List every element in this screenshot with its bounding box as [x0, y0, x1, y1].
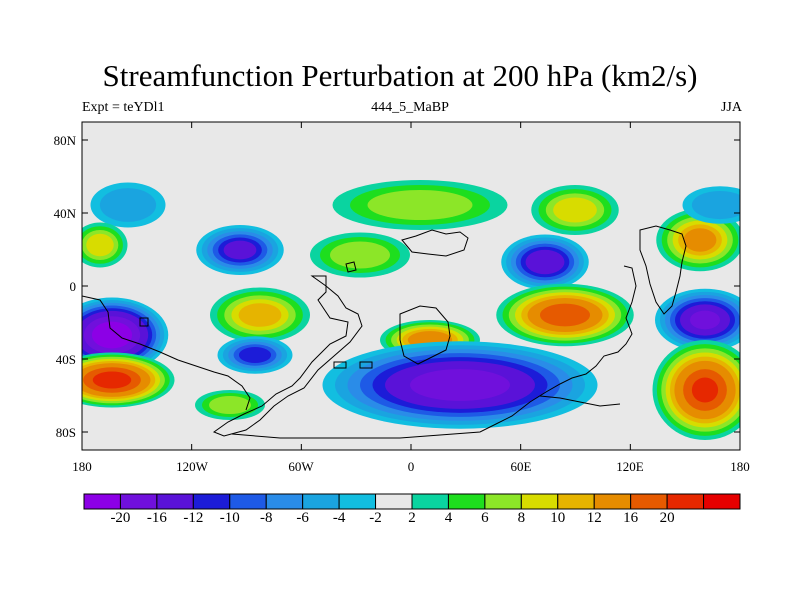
field-contour-14-6 [410, 369, 510, 401]
coastline-africa [399, 305, 451, 365]
colorbar-label-8: 2 [408, 510, 416, 526]
colorbar-box-17 [703, 493, 741, 510]
colorbar-label-1: -16 [146, 510, 167, 526]
colorbar-label-6: -4 [332, 510, 346, 526]
field-contour-7-2 [209, 396, 251, 414]
colorbar-label-11: 8 [517, 510, 526, 526]
streamfunction-field [82, 180, 740, 440]
field-contour-0-7 [91, 321, 133, 349]
colorbar-box-8 [375, 493, 413, 510]
field-contour-17-7 [691, 377, 719, 403]
y-tick-80n: 80N [53, 133, 76, 148]
map-title: Streamfunction Perturbation at 200 hPa (… [102, 58, 698, 93]
field-contour-10-5 [525, 249, 565, 275]
y-tick-40s: 40S [55, 352, 76, 367]
axis-ticks [81, 122, 741, 450]
colorbar-label-4: -8 [259, 510, 273, 526]
field-contour-18-1 [691, 190, 740, 220]
colorbar-box-1 [119, 493, 158, 510]
coastline-eastern-pacific [231, 265, 637, 439]
colorbar-box-9 [411, 493, 449, 510]
field-contour-16-6 [690, 310, 720, 330]
colorbar-box-5 [265, 493, 304, 510]
colorbar-box-6 [302, 493, 340, 510]
field-contour-8-2 [367, 190, 473, 220]
colorbar-box-2 [156, 493, 194, 510]
x-tick-120w: 120W [176, 459, 208, 474]
x-tick-120e: 120E [616, 459, 644, 474]
coastline-europe-asia [401, 229, 469, 257]
coastline-west [82, 295, 251, 411]
run-label: 444_5_MaBP [371, 100, 449, 115]
colorbar-label-7: -2 [369, 510, 382, 526]
field-contour-9-3 [553, 197, 597, 223]
coastlines [82, 225, 687, 439]
colorbar-label-2: -12 [183, 510, 204, 526]
colorbar-label-10: 6 [481, 510, 489, 526]
field-contour-5-4 [238, 303, 282, 327]
coastline-small-1 [345, 261, 357, 273]
colorbar-box-7 [338, 493, 377, 510]
season-label: JJA [720, 100, 742, 115]
x-tick-60w: 60W [288, 459, 314, 474]
field-contour-2-1 [99, 188, 157, 222]
colorbar-label-5: -6 [296, 510, 309, 526]
colorbar-box-4 [229, 493, 267, 510]
coastline-antarctic-east [539, 395, 621, 407]
x-tick-0: 0 [407, 459, 415, 474]
colorbar-box-11 [484, 493, 522, 510]
coastline-australia [639, 225, 687, 315]
coastline-small-2 [333, 361, 347, 369]
colorbar-box-10 [447, 493, 486, 510]
x-tick-60e: 60E [510, 459, 532, 474]
colorbar-label-13: 12 [586, 510, 602, 526]
colorbar-box-0 [83, 493, 121, 510]
field-contour-4-5 [223, 240, 257, 260]
colorbar-label-3: -10 [219, 510, 240, 526]
field-contour-1-7 [92, 371, 132, 389]
x-tick-180w: 180 [72, 459, 92, 474]
y-tick-80s: 80S [55, 425, 76, 440]
field-contour-6-4 [238, 346, 272, 364]
experiment-label: Expt = teYDl1 [82, 100, 165, 115]
coastline-small-3 [359, 361, 373, 369]
x-tick-180e: 180 [730, 459, 750, 474]
colorbar [83, 493, 741, 510]
coastline-small-4 [139, 317, 149, 327]
coastline-south-america [212, 275, 363, 437]
colorbar-label-14: 16 [623, 510, 639, 526]
colorbar-box-13 [557, 493, 595, 510]
field-contour-15-5 [683, 228, 717, 252]
colorbar-box-12 [520, 493, 559, 510]
colorbar-label-15: 20 [659, 510, 675, 526]
colorbar-label-0: -20 [110, 510, 131, 526]
colorbar-box-14 [593, 493, 632, 510]
y-tick-40n: 40N [53, 206, 76, 221]
colorbar-label-12: 10 [550, 510, 566, 526]
y-tick-0: 0 [69, 279, 77, 294]
field-contour-13-6 [540, 303, 590, 327]
colorbar-label-9: 4 [444, 510, 453, 526]
field-contour-3-3 [86, 233, 114, 257]
colorbar-box-3 [192, 493, 231, 510]
field-contour-11-2 [330, 241, 390, 269]
colorbar-box-16 [666, 493, 705, 510]
colorbar-box-15 [630, 493, 668, 510]
